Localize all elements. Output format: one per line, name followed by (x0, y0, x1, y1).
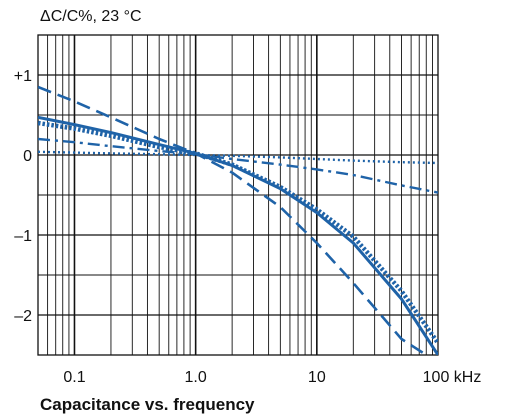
y-tick-label: –2 (14, 308, 32, 325)
x-tick-label: 0.1 (63, 369, 85, 386)
y-tick-label: +1 (14, 68, 32, 85)
y-tick-label: –1 (14, 228, 32, 245)
x-tick-label: 10 (308, 369, 326, 386)
x-tick-label: 100 kHz (423, 369, 482, 386)
y-tick-label: 0 (23, 148, 32, 165)
chart-caption: Capacitance vs. frequency (40, 395, 255, 414)
series-line-dashed (38, 85, 428, 355)
y-axis-title: ΔC/C%, 23 °C (40, 8, 142, 25)
x-tick-label: 1.0 (185, 369, 207, 386)
series-line-dotted-fine (38, 150, 438, 165)
series-line-dashdot (38, 137, 438, 194)
series-line-dotted (38, 120, 438, 345)
plot-frame (37, 34, 439, 356)
